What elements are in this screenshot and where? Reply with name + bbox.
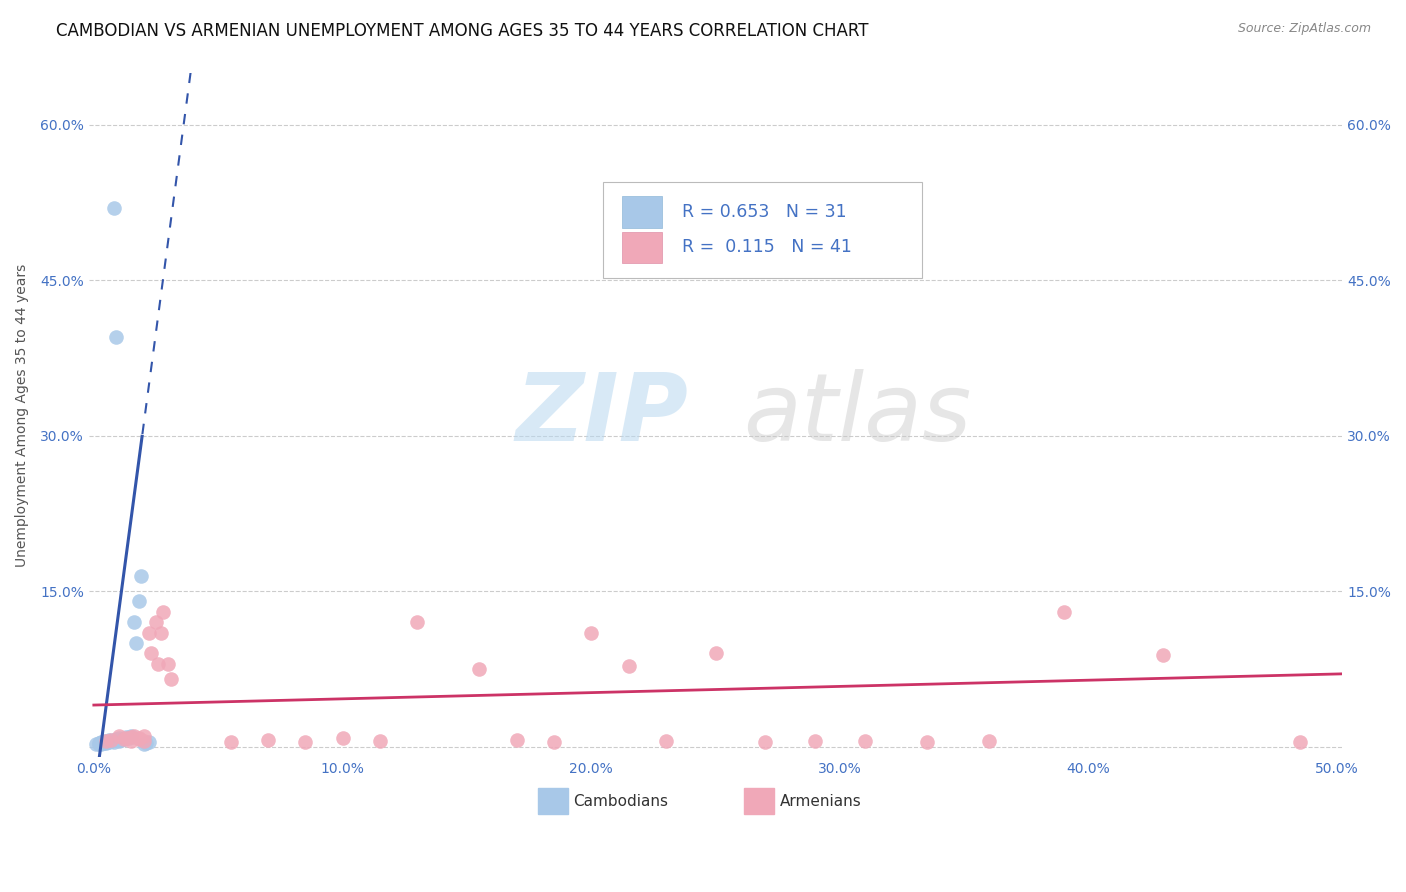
- Y-axis label: Unemployment Among Ages 35 to 44 years: Unemployment Among Ages 35 to 44 years: [15, 263, 30, 566]
- Point: [149, 625, 172, 640]
- Point: [96, 734, 118, 748]
- Point: [93, 734, 115, 748]
- Point: [543, 735, 565, 749]
- Point: [505, 733, 527, 747]
- FancyBboxPatch shape: [621, 232, 662, 263]
- Point: [87, 736, 110, 750]
- FancyBboxPatch shape: [603, 182, 922, 278]
- Point: [138, 735, 160, 749]
- FancyBboxPatch shape: [744, 788, 775, 814]
- Point: [100, 734, 122, 748]
- Point: [128, 731, 150, 746]
- Point: [103, 733, 125, 747]
- Point: [107, 734, 129, 748]
- Point: [120, 730, 142, 744]
- Point: [135, 736, 157, 750]
- Text: Cambodians: Cambodians: [572, 794, 668, 809]
- Point: [93, 736, 115, 750]
- Text: ZIP: ZIP: [515, 369, 688, 461]
- Text: R = 0.653   N = 31: R = 0.653 N = 31: [682, 202, 846, 221]
- Point: [103, 201, 125, 215]
- Point: [103, 735, 125, 749]
- Point: [90, 738, 112, 752]
- Point: [152, 605, 174, 619]
- Point: [97, 735, 120, 749]
- Point: [129, 568, 152, 582]
- Point: [96, 736, 118, 750]
- Point: [219, 735, 242, 749]
- Point: [122, 615, 145, 629]
- Point: [977, 734, 1000, 748]
- Point: [97, 733, 120, 747]
- Point: [1289, 735, 1312, 749]
- Point: [120, 734, 142, 748]
- Point: [100, 733, 122, 747]
- Point: [160, 672, 183, 686]
- Point: [853, 734, 876, 748]
- Point: [115, 731, 138, 746]
- Point: [107, 729, 129, 743]
- Point: [84, 738, 107, 752]
- Text: Armenians: Armenians: [779, 794, 862, 809]
- Point: [157, 657, 180, 671]
- Point: [368, 734, 391, 748]
- Point: [406, 615, 429, 629]
- Point: [915, 735, 938, 749]
- Point: [112, 732, 135, 747]
- Point: [617, 658, 640, 673]
- Point: [105, 330, 128, 344]
- Point: [128, 732, 150, 747]
- Point: [122, 729, 145, 743]
- Point: [804, 734, 827, 748]
- Point: [90, 735, 112, 749]
- Point: [332, 731, 354, 746]
- FancyBboxPatch shape: [537, 788, 568, 814]
- Point: [294, 735, 316, 749]
- Point: [125, 636, 148, 650]
- Text: CAMBODIAN VS ARMENIAN UNEMPLOYMENT AMONG AGES 35 TO 44 YEARS CORRELATION CHART: CAMBODIAN VS ARMENIAN UNEMPLOYMENT AMONG…: [56, 22, 869, 40]
- Text: R =  0.115   N = 41: R = 0.115 N = 41: [682, 238, 852, 256]
- Point: [110, 733, 132, 747]
- Text: atlas: atlas: [744, 369, 972, 460]
- Point: [1053, 605, 1076, 619]
- Point: [115, 730, 138, 744]
- Point: [117, 731, 139, 746]
- Point: [112, 732, 135, 747]
- Point: [655, 734, 678, 748]
- Point: [96, 735, 118, 749]
- Point: [148, 657, 170, 671]
- Point: [145, 615, 167, 629]
- Point: [87, 738, 110, 752]
- Point: [468, 662, 491, 676]
- Point: [1152, 648, 1174, 663]
- Point: [579, 625, 602, 640]
- Point: [120, 729, 142, 743]
- Point: [138, 625, 160, 640]
- FancyBboxPatch shape: [621, 196, 662, 227]
- Point: [139, 646, 162, 660]
- Point: [107, 731, 129, 746]
- Point: [132, 729, 155, 743]
- Point: [132, 734, 155, 748]
- Point: [105, 732, 128, 747]
- Point: [704, 646, 727, 660]
- Point: [754, 735, 776, 749]
- Point: [257, 733, 280, 747]
- Point: [128, 594, 150, 608]
- Text: Source: ZipAtlas.com: Source: ZipAtlas.com: [1237, 22, 1371, 36]
- Point: [132, 738, 155, 752]
